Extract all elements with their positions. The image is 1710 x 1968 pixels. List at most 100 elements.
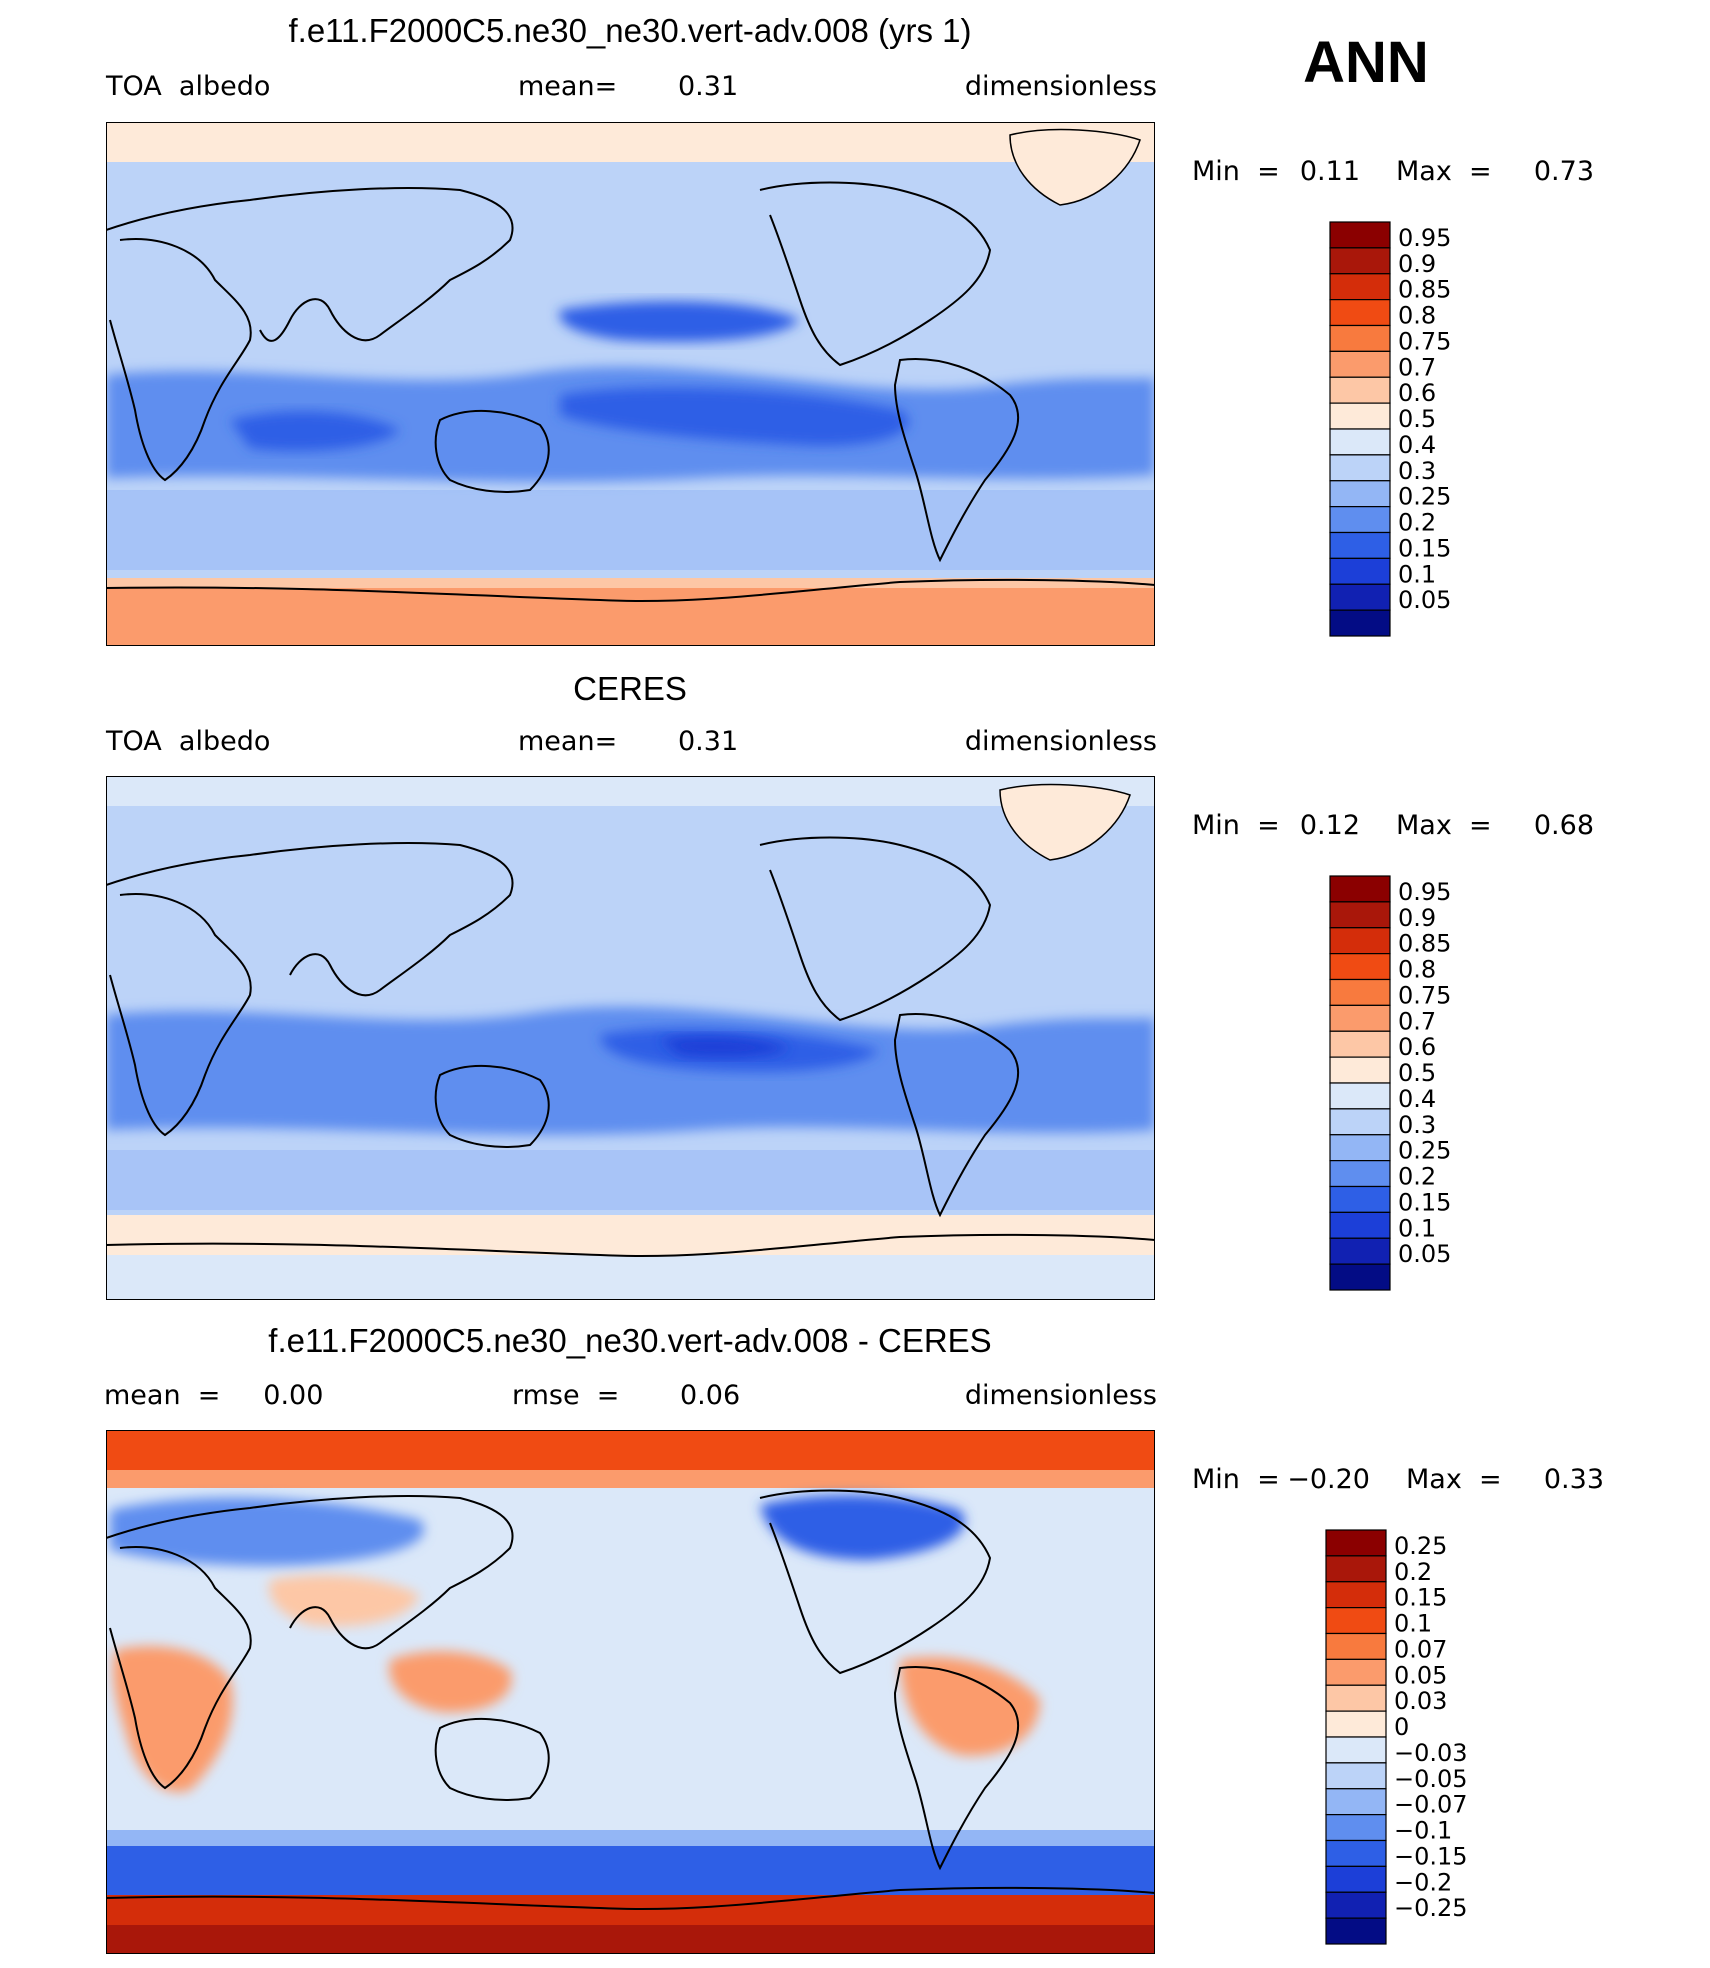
colorbar-level-label: 0.03 (1394, 1687, 1447, 1715)
colorbar-swatch (1329, 1263, 1391, 1291)
colorbar-level-label: 0.25 (1398, 483, 1451, 511)
eurasia-negative (110, 1497, 424, 1566)
pacific-subtropic-min (560, 387, 909, 446)
colorbar-level-label: 0.95 (1398, 224, 1451, 252)
map-field (106, 122, 1155, 646)
min-label: Min = (1192, 810, 1280, 841)
colorbar-swatch (1329, 350, 1391, 378)
colorbar-swatch (1329, 875, 1391, 903)
colorbar-level-label: 0.5 (1398, 405, 1436, 433)
panel-rmse-label: rmse = (512, 1380, 619, 1411)
greenland (1009, 128, 1141, 206)
colorbar-swatch (1329, 324, 1391, 352)
south-america-positive (900, 1656, 1040, 1756)
africa-coast (109, 893, 252, 1137)
colorbar-swatch (1329, 454, 1391, 482)
colorbar-level-label: 0.95 (1398, 878, 1451, 906)
colorbar-swatch (1329, 609, 1391, 637)
colorbar-level-label: 0.2 (1398, 1163, 1436, 1191)
max-label: Max = (1396, 156, 1492, 187)
colorbar-swatch (1325, 1529, 1387, 1557)
maritime-positive (389, 1651, 512, 1713)
colorbar-swatch (1325, 1684, 1387, 1712)
panel-title: CERES (573, 670, 687, 707)
colorbar-level-label: −0.05 (1394, 1765, 1468, 1793)
colorbar-swatch (1325, 1658, 1387, 1686)
arctic-positive-edge (106, 1470, 1155, 1488)
colorbar-swatch (1329, 927, 1391, 955)
pacific-core-min (660, 1035, 790, 1058)
colorbar-swatch (1329, 480, 1391, 508)
colorbar-level-label: 0.7 (1398, 353, 1436, 381)
colorbar-swatch (1329, 1108, 1391, 1136)
colorbar-level-label: −0.2 (1394, 1868, 1452, 1896)
colorbar-level-label: 0.05 (1398, 1240, 1451, 1268)
colorbar-level-label: 0.25 (1398, 1137, 1451, 1165)
map-field (106, 1430, 1155, 1954)
north-america-coast (759, 836, 992, 1022)
colorbar-swatch (1325, 1736, 1387, 1764)
colorbar-level-label: 0.2 (1394, 1558, 1432, 1586)
colorbar-swatch (1325, 1581, 1387, 1609)
australia-coast (434, 1718, 550, 1801)
colorbar-swatch (1329, 506, 1391, 534)
colorbar-level-label: 0.9 (1398, 250, 1436, 278)
australia-coast (434, 410, 550, 493)
eurasia-coast (106, 1495, 514, 1650)
antarctica-coast (106, 578, 1155, 602)
pacific-nh-min (559, 301, 800, 342)
panel-mean-label: mean= (518, 726, 617, 757)
colorbar-level-label: 0.6 (1398, 379, 1436, 407)
colorbar-swatch (1329, 1211, 1391, 1239)
colorbar-level-label: 0.75 (1398, 981, 1451, 1009)
colorbar-swatch (1329, 1160, 1391, 1188)
arctic-positive-band (106, 1430, 1155, 1472)
south-america-coast (893, 358, 1020, 563)
antarctic-positive-core (106, 1925, 1155, 1954)
colorbar-level-label: 0.7 (1398, 1007, 1436, 1035)
colorbar-swatch (1329, 299, 1391, 327)
panel-title: f.e11.F2000C5.ne30_ne30.vert-adv.008 - C… (268, 1322, 991, 1359)
colorbar-swatch (1325, 1891, 1387, 1919)
colorbar-swatch (1329, 402, 1391, 430)
colorbar-level-label: 0.3 (1398, 457, 1436, 485)
coastlines (106, 1489, 1155, 1910)
eurasia-coast (106, 187, 514, 342)
colorbar-level-label: 0.1 (1398, 560, 1436, 588)
colorbar-swatch (1329, 531, 1391, 559)
antarctic-interior (106, 1255, 1155, 1300)
colorbar-swatch (1329, 221, 1391, 249)
colorbar-level-label: 0.85 (1398, 276, 1451, 304)
map-field (106, 776, 1155, 1300)
colorbar-swatch (1325, 1865, 1387, 1893)
colorbar-swatch (1329, 1237, 1391, 1265)
max-value: 0.68 (1534, 810, 1594, 841)
tropical-dark-band (106, 1006, 1155, 1135)
asia-positive (269, 1575, 420, 1627)
colorbar-swatch (1325, 1710, 1387, 1738)
colorbar-level-label: 0.2 (1398, 509, 1436, 537)
southern-negative-band (106, 1845, 1155, 1895)
panel-model: f.e11.F2000C5.ne30_ne30.vert-adv.008 (yr… (105, 12, 1594, 646)
colorbar-level-label: 0 (1394, 1713, 1409, 1741)
max-label: Max = (1396, 810, 1492, 841)
panel-mean-stat: mean = 0.00 (104, 1380, 323, 1411)
colorbar-level-label: 0.1 (1398, 1214, 1436, 1242)
colorbar-level-label: −0.1 (1394, 1817, 1452, 1845)
season-label: ANN (1303, 30, 1429, 95)
colorbar-swatch (1329, 1185, 1391, 1213)
colorbar-level-label: 0.15 (1398, 1188, 1451, 1216)
colorbar-swatch (1329, 978, 1391, 1006)
antarctic-edge (106, 578, 1155, 588)
colorbar-swatch (1329, 376, 1391, 404)
min-label: Min = (1192, 1464, 1280, 1495)
colorbar-swatch (1329, 428, 1391, 456)
colorbar-level-label: 0.4 (1398, 1085, 1436, 1113)
coastlines (106, 836, 1155, 1257)
colorbar-swatch (1329, 1134, 1391, 1162)
africa-coast (109, 238, 252, 482)
colorbar-level-label: −0.03 (1394, 1739, 1468, 1767)
colorbar-swatch (1329, 247, 1391, 275)
